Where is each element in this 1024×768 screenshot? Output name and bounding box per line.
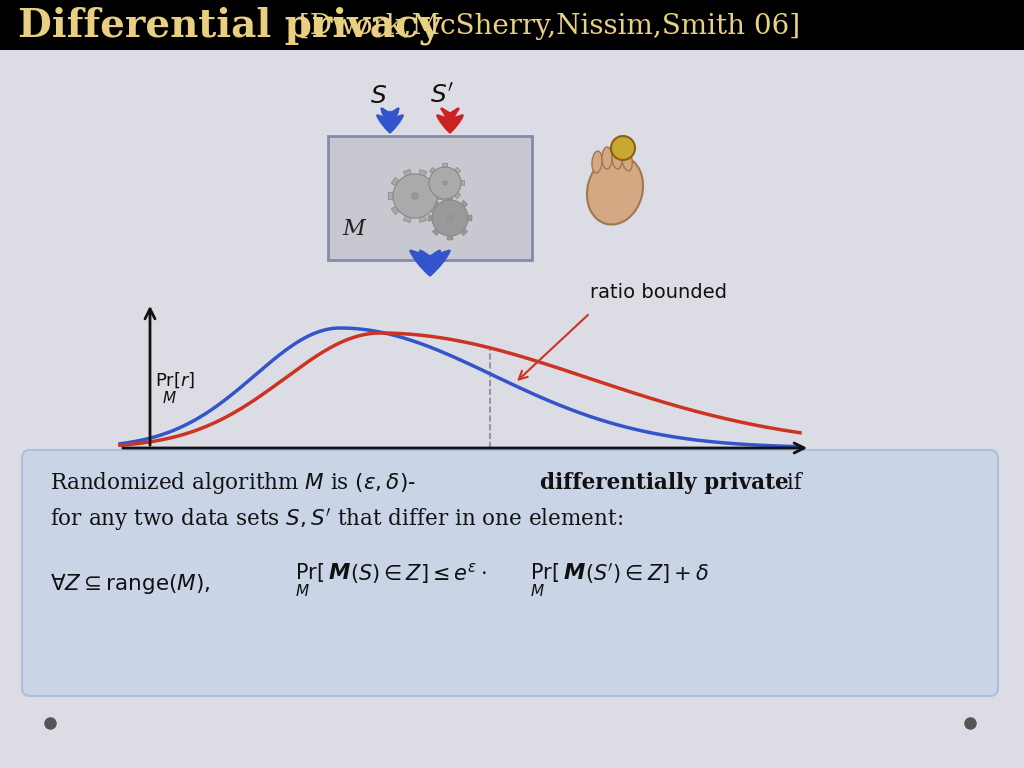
FancyBboxPatch shape	[22, 450, 998, 696]
Text: $S'$: $S'$	[430, 84, 455, 108]
Ellipse shape	[602, 147, 612, 169]
FancyBboxPatch shape	[328, 136, 532, 260]
Wedge shape	[445, 183, 461, 199]
Wedge shape	[450, 200, 468, 218]
Wedge shape	[429, 183, 445, 199]
Ellipse shape	[592, 151, 602, 173]
Text: $(S') \in Z] + \delta$: $(S') \in Z] + \delta$	[585, 561, 709, 585]
Text: for any two data sets $S, S'$ that differ in one element:: for any two data sets $S, S'$ that diffe…	[50, 507, 623, 533]
Wedge shape	[415, 170, 427, 196]
FancyBboxPatch shape	[0, 0, 1024, 50]
Wedge shape	[446, 196, 453, 218]
Text: $\Pr[r]$: $\Pr[r]$	[155, 370, 196, 390]
Text: M: M	[342, 218, 365, 240]
Wedge shape	[432, 218, 450, 236]
Circle shape	[432, 200, 468, 236]
Wedge shape	[450, 215, 472, 221]
Wedge shape	[426, 180, 445, 186]
Wedge shape	[415, 196, 438, 214]
Wedge shape	[388, 192, 415, 200]
Text: differentially private: differentially private	[540, 472, 788, 494]
Circle shape	[447, 216, 453, 220]
Text: $\Pr[$: $\Pr[$	[530, 561, 559, 584]
Text: $M$: $M$	[530, 583, 545, 599]
Ellipse shape	[622, 149, 632, 170]
Wedge shape	[428, 215, 450, 221]
Text: $\Pr[$: $\Pr[$	[295, 561, 325, 584]
Wedge shape	[442, 183, 447, 203]
Text: $M$: $M$	[162, 390, 177, 406]
Ellipse shape	[587, 155, 643, 224]
Wedge shape	[403, 170, 415, 196]
Wedge shape	[391, 177, 415, 196]
Wedge shape	[391, 196, 415, 214]
Text: $\boldsymbol{M}$: $\boldsymbol{M}$	[328, 562, 351, 584]
Text: $\boldsymbol{M}$: $\boldsymbol{M}$	[563, 562, 586, 584]
Wedge shape	[403, 196, 415, 223]
Text: $\forall Z \subseteq \mathrm{range}(M),$: $\forall Z \subseteq \mathrm{range}(M),$	[50, 571, 210, 595]
Wedge shape	[445, 167, 461, 183]
FancyBboxPatch shape	[0, 50, 1024, 768]
Wedge shape	[415, 177, 438, 196]
Wedge shape	[446, 218, 453, 240]
Ellipse shape	[612, 147, 622, 169]
Text: [Dwork,McSherry,Nissim,Smith 06]: [Dwork,McSherry,Nissim,Smith 06]	[290, 12, 800, 39]
Text: if: if	[780, 472, 802, 494]
Wedge shape	[445, 180, 465, 186]
Text: Randomized algorithm $M$ is $(\epsilon,\delta)$-: Randomized algorithm $M$ is $(\epsilon,\…	[50, 470, 416, 496]
Text: $S$: $S$	[370, 85, 387, 108]
Wedge shape	[450, 218, 468, 236]
Circle shape	[429, 167, 461, 199]
Wedge shape	[442, 164, 447, 183]
Text: $M$: $M$	[295, 583, 309, 599]
Circle shape	[393, 174, 437, 218]
Wedge shape	[429, 167, 445, 183]
Text: $(S) \in Z] \leq e^{\epsilon} \cdot$: $(S) \in Z] \leq e^{\epsilon} \cdot$	[350, 561, 486, 585]
Text: ratio bounded: ratio bounded	[590, 283, 727, 303]
Circle shape	[443, 181, 447, 185]
Wedge shape	[415, 192, 441, 200]
Wedge shape	[432, 200, 450, 218]
Text: Differential privacy: Differential privacy	[18, 7, 441, 45]
Wedge shape	[415, 196, 427, 223]
Circle shape	[412, 193, 418, 199]
Circle shape	[611, 136, 635, 160]
